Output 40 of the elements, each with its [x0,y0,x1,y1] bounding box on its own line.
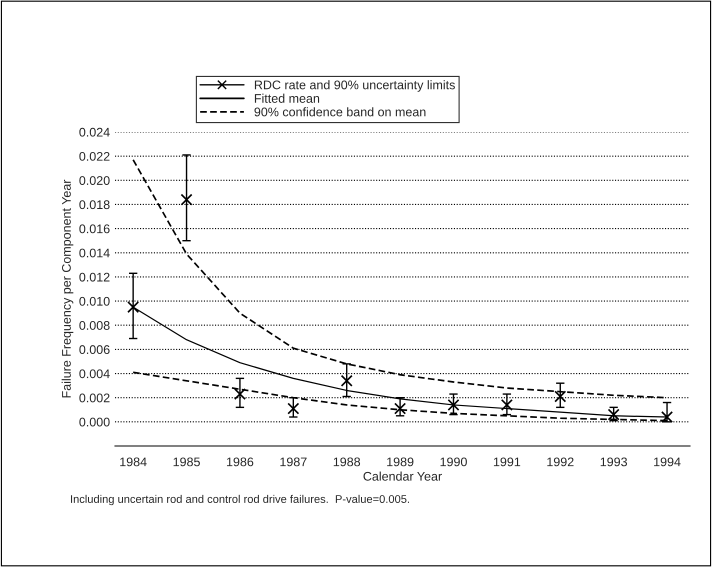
legend-label: Fitted mean [254,94,320,103]
y-tick-label: 0.010 [79,296,110,306]
y-tick-label: 0.024 [79,128,110,137]
x-tick-label: 1985 [174,457,200,466]
y-tick-label: 0.002 [79,393,110,402]
y-tick-label: 0.022 [79,152,110,161]
legend-label: 90% confidence band on mean [254,107,426,116]
x-tick-label: 1992 [547,457,574,466]
point [394,402,406,415]
y-tick-label: 0.004 [79,369,110,378]
point [340,374,353,387]
y-tick-label: 0.016 [79,224,110,234]
point [234,388,246,400]
x-tick-label: 1989 [387,457,414,466]
point [554,390,566,402]
x-tick-label: 1984 [120,457,147,466]
y-tick-label: 0.008 [79,321,110,330]
y-tick-label: 0.000 [79,418,110,426]
x-tick-label: 1987 [280,457,307,466]
x-tick-label: 1994 [654,457,681,466]
legend-label: RDC rate and 90% uncertainty limits [254,80,455,92]
point [661,411,674,423]
point [500,398,513,411]
y-axis-title: Failure Frequency per Component Year [62,180,74,398]
y-tick-label: 0.014 [79,248,110,258]
x-tick-label: 1991 [494,457,520,466]
x-tick-label: 1986 [226,457,254,466]
y-tick-label: 0.020 [79,176,110,185]
y-tick-label: 0.006 [79,345,110,354]
point [180,194,193,206]
x-tick-label: 1990 [440,457,467,466]
y-tick-label: 0.012 [79,272,110,282]
x-tick-label: 1993 [600,457,628,466]
x-tick-label: 1988 [334,457,360,466]
point [127,301,140,314]
point [287,402,300,415]
point [448,398,460,411]
x-axis-title: Calendar Year [364,472,442,481]
text: Including uncertain rod and control rod drive failures. P-value=0.005. [71,494,410,506]
y-tick-label: 0.018 [79,200,110,210]
